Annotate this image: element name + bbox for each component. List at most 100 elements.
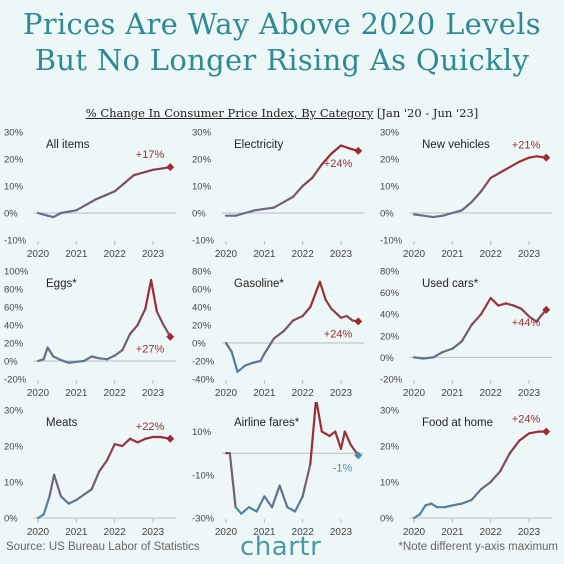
series-line-segment [52, 211, 63, 219]
x-tick-label: 2023 [142, 388, 165, 399]
end-value-label: +21% [512, 140, 541, 152]
x-tick-label: 2022 [480, 249, 503, 260]
subtitle-range: [Jan '20 - Jun '23] [376, 106, 479, 120]
x-tick-label: 2022 [292, 388, 315, 399]
series-line-segment [422, 214, 435, 219]
series-line-segment [527, 155, 538, 159]
series-line-segment [489, 296, 500, 307]
series-line-segment [470, 190, 483, 204]
chart-svg: -40% -20% 0% 20% 40% 60% 80% 2020 2021 2022 2023 Ga… [192, 267, 364, 399]
x-tick-label: 2023 [518, 527, 541, 538]
series-line-segment [412, 213, 425, 217]
series-line-segment [224, 341, 233, 354]
y-tick-label: 0% [380, 353, 394, 364]
series-line-segment [46, 346, 55, 358]
series-line-segment [320, 430, 331, 438]
series-line-segment [253, 207, 266, 212]
series-line-segment [345, 314, 354, 322]
y-tick-label: 60% [4, 303, 24, 314]
x-tick-label: 2021 [441, 249, 464, 260]
small-multiples-grid: -10% 0% 10% 20% 30% 2020 2021 2022 2023 All items… [0, 124, 564, 540]
source-note: Source: US Bureau Labor of Statistics [6, 541, 200, 553]
page-title: Prices Are Way Above 2020 Levels But No … [0, 6, 564, 78]
series-line-segment [67, 209, 78, 213]
series-line-segment [489, 470, 502, 484]
series-line-segment [412, 513, 421, 520]
series-line-segment [422, 356, 435, 360]
series-line-segment [255, 495, 266, 513]
series-line-segment [121, 332, 132, 352]
category-label: All items [46, 139, 90, 151]
y-tick-label: 0% [192, 209, 206, 220]
series-line-segment [128, 437, 139, 444]
series-line-segment [52, 473, 63, 498]
y-tick-label: 10% [380, 182, 400, 193]
x-tick-label: 2023 [330, 388, 353, 399]
series-line-segment [98, 357, 109, 361]
series-line-segment [90, 355, 101, 360]
series-line-segment [334, 430, 343, 450]
series-line-segment [508, 439, 521, 455]
y-tick-label: 20% [4, 339, 24, 350]
series-line-segment [282, 319, 295, 333]
chart-panel: -40% -20% 0% 20% 40% 60% 80% 2020 2021 2022 2023 Ga… [188, 263, 376, 402]
series-line-segment [301, 305, 312, 318]
chart-panel: 0% 10% 20% 30% 2020 2021 2022 2023 Meats +22% [0, 402, 188, 541]
category-label: Gasoline* [234, 278, 284, 290]
series-line-segment [103, 190, 116, 197]
y-tick-label: 40% [4, 321, 24, 332]
category-label: Used cars* [422, 278, 479, 290]
y-tick-label: 80% [380, 267, 400, 278]
end-value-label: +24% [512, 414, 541, 426]
x-tick-label: 2020 [403, 527, 426, 538]
y-tick-label: 40% [192, 303, 212, 314]
series-line-segment [36, 513, 45, 520]
chart-svg: 0% 10% 20% 30% 2020 2021 2022 2023 Meats +22% [4, 406, 176, 538]
subtitle-main: % Change In Consumer Price Index, By Cat… [85, 106, 374, 120]
chart-svg: -10% 0% 10% 20% 30% 2020 2021 2022 2023 Electrici… [192, 128, 364, 260]
category-label: Meats [46, 417, 78, 429]
y-tick-label: -20% [380, 375, 403, 386]
y-tick-label: 10% [380, 478, 400, 489]
series-line-segment [328, 430, 337, 438]
x-tick-label: 2021 [253, 388, 276, 399]
y-tick-label: 40% [380, 310, 400, 321]
series-line-segment [343, 430, 352, 446]
series-line-segment [432, 350, 444, 359]
series-line-segment [236, 364, 247, 373]
series-line-segment [460, 323, 473, 343]
x-tick-label: 2023 [330, 249, 353, 260]
end-point-marker [354, 451, 363, 460]
chart-panel: -10% 0% 10% 20% 30% 2020 2021 2022 2023 Electrici… [188, 124, 376, 263]
series-line-segment [451, 340, 464, 350]
series-line-segment [75, 359, 86, 364]
x-tick-label: 2020 [403, 388, 426, 399]
series-line-segment [240, 506, 251, 515]
series-line-segment [67, 360, 78, 364]
y-tick-label: -10% [192, 236, 215, 247]
end-value-label: +24% [324, 328, 353, 340]
series-line-segment [432, 214, 444, 219]
y-tick-label: 30% [192, 128, 212, 139]
category-label: Eggs* [46, 278, 77, 290]
end-value-label: +24% [324, 158, 353, 170]
end-value-label: +22% [136, 421, 165, 433]
series-line-segment [259, 352, 266, 363]
series-line-segment [479, 296, 492, 316]
x-tick-label: 2020 [27, 527, 50, 538]
x-tick-label: 2023 [518, 388, 541, 399]
series-line-segment [270, 484, 281, 509]
series-line-segment [247, 506, 258, 513]
chart-panel: -10% 0% 10% 20% 30% 2020 2021 2022 2023 All items… [0, 124, 188, 263]
y-tick-label: -20% [4, 375, 27, 386]
series-line-segment [42, 495, 51, 516]
series-line-segment [263, 337, 276, 355]
series-line-segment [282, 195, 295, 204]
series-line-segment [315, 402, 323, 433]
category-label: New vehicles [422, 139, 490, 151]
y-tick-label: -10% [192, 470, 215, 481]
y-tick-label: 20% [380, 442, 400, 453]
y-tick-label: 30% [380, 406, 400, 417]
x-tick-label: 2023 [518, 249, 541, 260]
series-line-segment [330, 307, 339, 316]
